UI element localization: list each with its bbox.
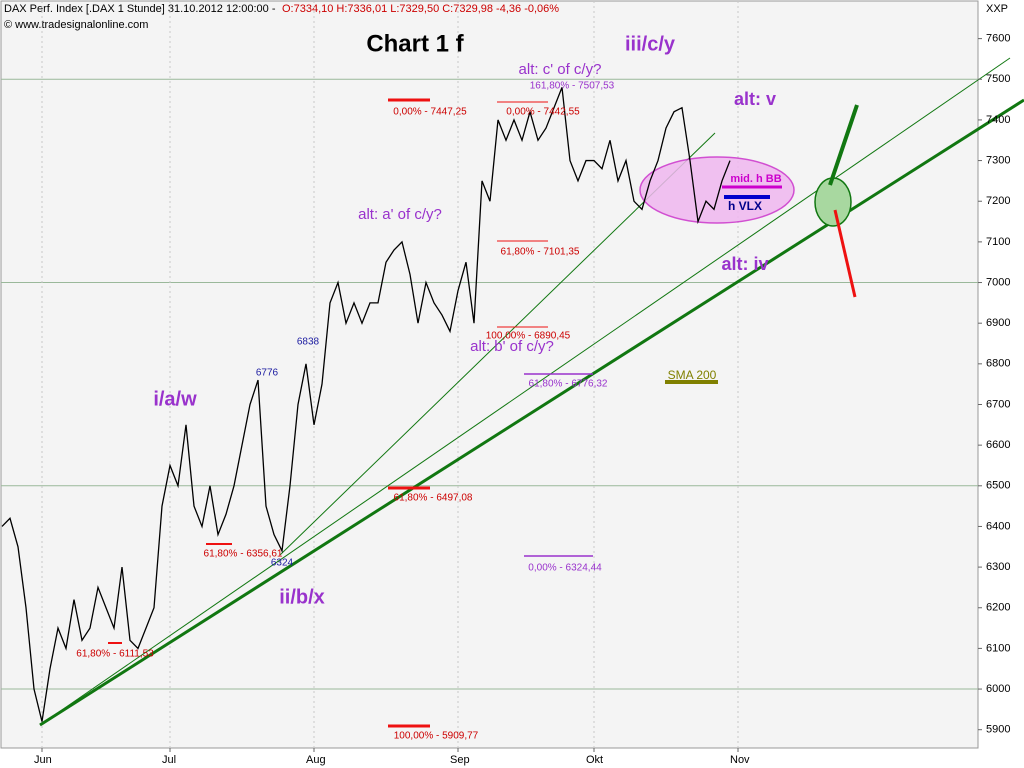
x-tick-label: Nov xyxy=(730,754,750,766)
source: © www.tradesignalonline.com xyxy=(4,19,148,31)
y-tick-label: 7100 xyxy=(986,236,1010,248)
target-zone xyxy=(639,156,795,224)
annotation: 6776 xyxy=(256,368,279,379)
x-tick-label: Jul xyxy=(162,754,176,766)
target-circle xyxy=(814,177,852,227)
x-tick-label: Aug xyxy=(306,754,326,766)
annotation: 0,00% - 6324,44 xyxy=(528,563,602,574)
annotation: 100,00% - 6890,45 xyxy=(486,331,571,342)
annotation: 61,80% - 6356,61 xyxy=(204,549,283,560)
x-tick-label: Okt xyxy=(586,754,603,766)
plot-area xyxy=(0,0,979,749)
annotation: i/a/w xyxy=(153,388,197,410)
annotation: alt: v xyxy=(734,89,776,109)
annotation: 6324 xyxy=(271,558,294,569)
axis-unit: XXP xyxy=(986,3,1008,15)
y-tick-label: 6400 xyxy=(986,520,1010,532)
annotation: 161,80% - 7507,53 xyxy=(530,81,615,92)
y-tick-label: 5900 xyxy=(986,724,1010,736)
y-tick-label: 6000 xyxy=(986,683,1010,695)
y-tick-label: 6100 xyxy=(986,642,1010,654)
annotation: alt: c' of c/y? xyxy=(519,61,602,78)
header: DAX Perf. Index [.DAX 1 Stunde] 31.10.20… xyxy=(4,3,276,15)
annotation: 6838 xyxy=(297,337,320,348)
y-tick-label: 6800 xyxy=(986,358,1010,370)
annotation: 0,00% - 7447,25 xyxy=(393,107,467,118)
annotation: Chart 1 f xyxy=(366,30,464,57)
x-tick-label: Jun xyxy=(34,754,52,766)
y-tick-label: 6700 xyxy=(986,398,1010,410)
annotation: 0,00% - 7442,55 xyxy=(506,107,580,118)
y-tick-label: 7400 xyxy=(986,114,1010,126)
annotation: ii/b/x xyxy=(279,586,325,608)
y-tick-label: 7200 xyxy=(986,195,1010,207)
down-arrow xyxy=(833,209,857,298)
annotation: 61,80% - 6497,08 xyxy=(394,493,473,504)
annotation: 100,00% - 5909,77 xyxy=(394,731,479,742)
trendline xyxy=(279,132,716,556)
y-tick-label: 7500 xyxy=(986,73,1010,85)
annotation: 61,80% - 7101,35 xyxy=(501,247,580,258)
y-tick-label: 7000 xyxy=(986,276,1010,288)
drawings xyxy=(39,57,1024,728)
y-tick-label: 7600 xyxy=(986,33,1010,45)
trendline xyxy=(39,98,1024,727)
y-tick-label: 6500 xyxy=(986,480,1010,492)
x-tick-label: Sep xyxy=(450,754,470,766)
header-quote: O:7334,10 H:7336,01 L:7329,50 C:7329,98 … xyxy=(282,3,559,15)
annotation: alt: b' of c/y? xyxy=(470,338,554,355)
up-arrow xyxy=(828,104,859,186)
annotation: alt: a' of c/y? xyxy=(358,206,442,223)
y-tick-label: 6900 xyxy=(986,317,1010,329)
annotation: alt: iv xyxy=(721,254,768,274)
annotation: mid. h BB xyxy=(730,173,781,185)
y-tick-label: 7300 xyxy=(986,154,1010,166)
price-line xyxy=(1,87,731,722)
annotation: 61,80% - 6776,32 xyxy=(529,379,608,390)
y-tick-label: 6200 xyxy=(986,602,1010,614)
annotation: 61,80% - 6111,53 xyxy=(76,649,154,660)
annotation: SMA 200 xyxy=(668,368,717,382)
y-tick-label: 6300 xyxy=(986,561,1010,573)
grid xyxy=(1,1,978,748)
y-tick-label: 6600 xyxy=(986,439,1010,451)
trendline xyxy=(39,57,1011,726)
annotation: h VLX xyxy=(728,199,762,213)
annotation: iii/c/y xyxy=(625,33,676,55)
